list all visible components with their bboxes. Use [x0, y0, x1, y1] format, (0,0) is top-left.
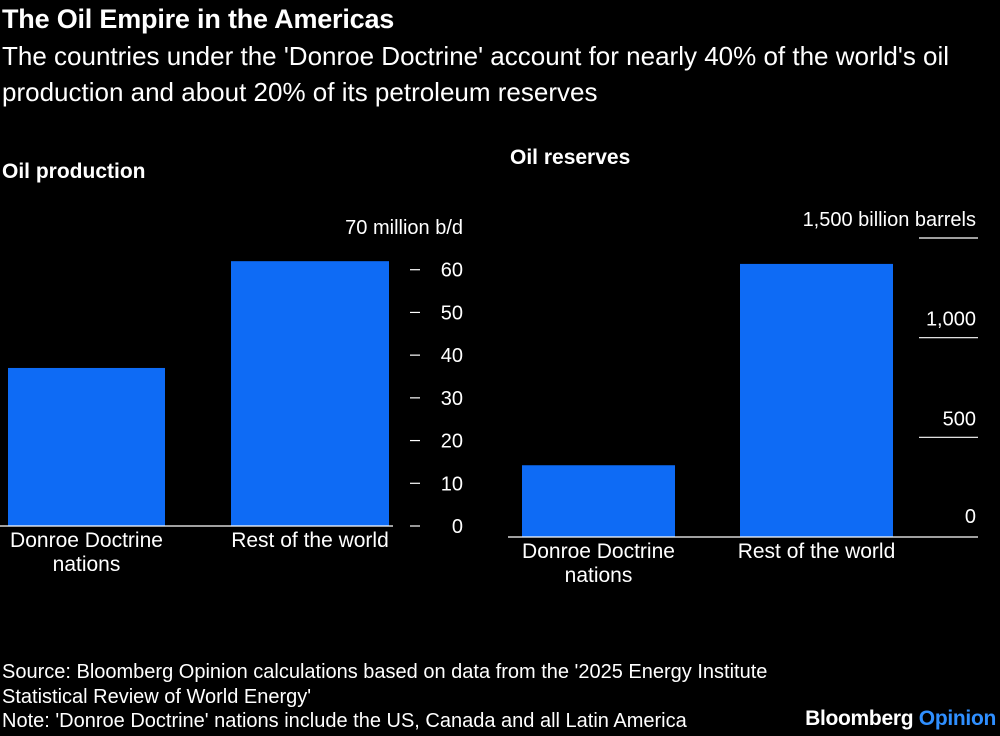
panel-title: Oil production [2, 160, 145, 183]
y-tick-label: 10 [441, 473, 463, 495]
footer: Source: Bloomberg Opinion calculations b… [2, 660, 802, 734]
brand-logo: Bloomberg Opinion [805, 707, 996, 731]
brand-suffix: Opinion [918, 707, 997, 730]
bar [231, 261, 389, 526]
brand-name: Bloomberg [805, 707, 914, 730]
y-tick-label: 40 [441, 345, 463, 367]
y-tick-label: 30 [441, 388, 463, 410]
y-tick-label: 1,500 billion barrels [803, 209, 976, 231]
y-tick-label: 0 [452, 516, 463, 538]
bar [8, 367, 165, 526]
y-tick-label: 0 [965, 506, 976, 528]
category-label: nations [53, 553, 121, 576]
panel-title: Oil reserves [510, 146, 630, 169]
y-tick-label: 50 [441, 302, 463, 324]
footnote: Note: 'Donroe Doctrine' nations include … [2, 710, 687, 732]
chart-subtitle: The countries under the 'Donroe Doctrine… [2, 41, 950, 107]
y-tick-label: 1,000 [926, 309, 976, 331]
category-label: Rest of the world [231, 529, 389, 552]
category-label: nations [565, 564, 633, 587]
category-label: Donroe Doctrine [522, 540, 675, 563]
source-note: Source: Bloomberg Opinion calculations b… [2, 661, 768, 708]
chart-title: The Oil Empire in the Americas [2, 4, 395, 34]
category-label: Rest of the world [738, 540, 896, 563]
charts-canvas: Oil production 0 10 20 30 40 50 60 70 million b/… [0, 146, 978, 587]
y-tick-label: 60 [441, 260, 463, 282]
bar [740, 263, 893, 537]
y-tick-label: 70 million b/d [345, 217, 463, 239]
y-tick-label: 20 [441, 431, 463, 453]
y-tick-label: 500 [943, 408, 976, 430]
bar [522, 465, 675, 537]
category-label: Donroe Doctrine [10, 529, 163, 552]
